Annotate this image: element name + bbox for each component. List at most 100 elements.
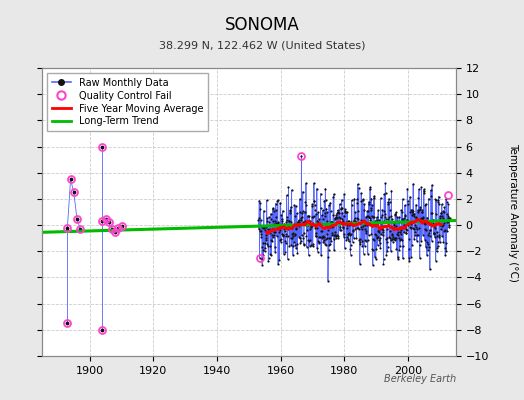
Point — [371, 218, 379, 224]
Point — [401, 213, 410, 219]
Point — [387, 188, 396, 194]
Point — [303, 213, 312, 220]
Point — [378, 226, 386, 232]
Point — [265, 219, 274, 226]
Point — [397, 207, 406, 213]
Point — [353, 214, 361, 221]
Point — [291, 242, 300, 248]
Point — [309, 214, 318, 220]
Point — [279, 251, 288, 257]
Point — [340, 231, 348, 238]
Point — [353, 225, 361, 231]
Point — [366, 184, 374, 190]
Point — [379, 256, 388, 263]
Point — [258, 256, 266, 263]
Point — [397, 236, 405, 242]
Point — [407, 225, 416, 231]
Point — [394, 229, 402, 235]
Point — [315, 216, 323, 222]
Point — [280, 223, 289, 230]
Point — [315, 222, 324, 229]
Point — [337, 196, 346, 203]
Point — [305, 213, 313, 220]
Point — [440, 209, 448, 216]
Point — [279, 232, 287, 238]
Point — [313, 248, 322, 255]
Point — [435, 214, 444, 221]
Point — [419, 214, 427, 220]
Point — [395, 235, 403, 242]
Point — [271, 249, 279, 256]
Point — [375, 216, 383, 223]
Point — [435, 201, 443, 208]
Point — [438, 223, 446, 230]
Point — [310, 198, 319, 204]
Point — [387, 212, 395, 219]
Point — [399, 223, 408, 230]
Point — [292, 220, 301, 227]
Point — [334, 213, 343, 220]
Point — [299, 219, 307, 226]
Point — [358, 197, 367, 203]
Point — [261, 224, 270, 230]
Point — [299, 235, 308, 242]
Point — [313, 186, 321, 192]
Point — [345, 218, 353, 225]
Point — [63, 224, 72, 231]
Point — [404, 222, 412, 229]
Point — [108, 226, 116, 232]
Point — [117, 223, 126, 230]
Point — [350, 218, 358, 225]
Point — [413, 217, 422, 223]
Point — [423, 214, 431, 221]
Point — [331, 216, 339, 223]
Text: 38.299 N, 122.462 W (United States): 38.299 N, 122.462 W (United States) — [159, 40, 365, 50]
Point — [282, 231, 290, 237]
Point — [329, 194, 337, 200]
Point — [299, 241, 308, 248]
Point — [314, 219, 323, 225]
Point — [384, 216, 392, 223]
Point — [290, 238, 298, 245]
Point — [321, 241, 329, 247]
Point — [376, 195, 385, 201]
Point — [259, 208, 268, 214]
Point — [63, 320, 72, 326]
Point — [436, 226, 445, 233]
Point — [406, 194, 414, 200]
Point — [350, 217, 358, 223]
Point — [332, 232, 340, 239]
Point — [405, 236, 413, 242]
Point — [366, 216, 375, 223]
Point — [354, 181, 362, 187]
Point — [400, 224, 409, 230]
Point — [311, 224, 320, 231]
Point — [288, 235, 297, 242]
Point — [304, 237, 312, 244]
Point — [304, 238, 313, 244]
Point — [287, 219, 296, 225]
Point — [270, 221, 278, 228]
Point — [429, 230, 438, 236]
Point — [351, 217, 359, 224]
Point — [260, 224, 268, 230]
Point — [335, 220, 344, 226]
Point — [439, 239, 447, 245]
Point — [264, 258, 272, 264]
Point — [443, 211, 451, 217]
Point — [440, 220, 448, 226]
Point — [304, 222, 312, 228]
Point — [332, 214, 341, 220]
Point — [281, 237, 289, 244]
Point — [434, 193, 443, 200]
Point — [441, 252, 450, 258]
Point — [382, 236, 390, 242]
Point — [359, 207, 368, 213]
Point — [280, 226, 288, 232]
Point — [316, 234, 324, 240]
Point — [358, 218, 366, 224]
Point — [349, 227, 357, 233]
Point — [315, 234, 324, 240]
Point — [423, 252, 431, 258]
Point — [413, 238, 421, 244]
